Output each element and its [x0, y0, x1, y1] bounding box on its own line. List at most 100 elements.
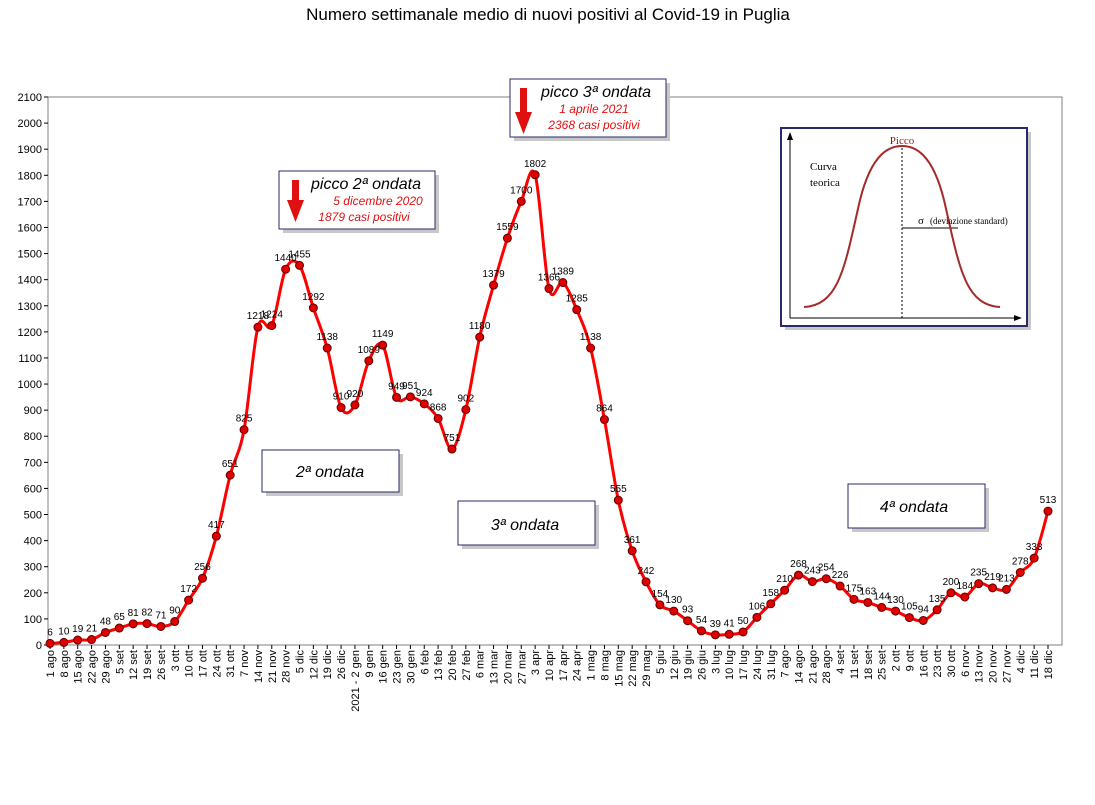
- x-tick-label: 13 mar: [489, 650, 501, 685]
- wave4-label: 4ª ondata: [880, 499, 948, 516]
- data-label: 243: [804, 566, 821, 577]
- data-label: 868: [430, 402, 447, 413]
- data-label: 278: [1012, 556, 1029, 567]
- wave3-label: 3ª ondata: [491, 517, 559, 534]
- data-point: [738, 627, 748, 637]
- data-label: 93: [682, 605, 694, 616]
- x-tick-label: 27 nov: [1001, 650, 1013, 684]
- x-tick-label: 16 ott: [918, 650, 930, 678]
- data-point: [45, 638, 55, 648]
- data-point: [988, 583, 998, 593]
- x-tick-label: 2 ott: [891, 650, 903, 671]
- x-tick-label: 12 dic: [308, 650, 320, 680]
- peak3-cases: 2368 casi positivi: [547, 118, 640, 132]
- data-label: 1455: [288, 249, 311, 260]
- data-label: 175: [846, 583, 863, 594]
- data-point: [530, 170, 540, 180]
- x-tick-label: 5 dic: [295, 650, 307, 674]
- data-point: [197, 573, 207, 583]
- wave3-box: 3ª ondata: [457, 500, 599, 549]
- x-tick-label: 1 ago: [45, 650, 57, 678]
- data-label: 1285: [566, 294, 589, 305]
- data-label: 39: [710, 619, 722, 630]
- data-label: 256: [194, 562, 211, 573]
- x-tick-label: 19 dic: [322, 650, 334, 680]
- data-label: 130: [887, 595, 904, 606]
- data-point: [239, 425, 249, 435]
- data-label: 135: [929, 594, 946, 605]
- data-point: [544, 284, 554, 294]
- y-tick-label: 2000: [18, 118, 42, 130]
- y-tick-label: 100: [24, 614, 42, 626]
- data-point: [128, 619, 138, 629]
- data-point: [960, 592, 970, 602]
- data-point: [863, 597, 873, 607]
- peak2-cases: 1879 casi positivi: [318, 210, 410, 224]
- x-tick-label: 13 nov: [974, 650, 986, 684]
- data-point: [114, 623, 124, 633]
- data-point: [780, 585, 790, 595]
- x-tick-label: 11 dic: [1029, 650, 1041, 679]
- x-tick-label: 18 set: [863, 650, 875, 680]
- x-tick-label: 19 giu: [683, 650, 695, 680]
- data-point: [807, 577, 817, 587]
- data-point: [849, 594, 859, 604]
- x-tick-label: 24 apr: [572, 650, 584, 682]
- x-tick-label: 21 ago: [807, 650, 819, 684]
- data-label: 82: [141, 608, 153, 619]
- x-tick-label: 19 set: [142, 650, 154, 680]
- data-point: [322, 343, 332, 353]
- y-tick-label: 1400: [18, 275, 42, 287]
- x-tick-label: 30 ott: [946, 650, 958, 678]
- data-label: 1379: [482, 269, 505, 280]
- data-point: [696, 626, 706, 636]
- peak2-title: picco 2ª ondata: [310, 176, 421, 193]
- data-label: 513: [1040, 495, 1057, 506]
- x-tick-label: 7 nov: [239, 650, 251, 677]
- data-label: 242: [638, 566, 655, 577]
- y-tick-label: 700: [24, 457, 42, 469]
- data-point: [433, 413, 443, 423]
- data-label: 910: [333, 392, 350, 403]
- x-tick-label: 17 ott: [197, 650, 209, 678]
- data-point: [641, 577, 651, 587]
- x-tick-label: 31 ott: [225, 650, 237, 678]
- data-label: 226: [832, 570, 849, 581]
- x-tick-label: 6 feb: [419, 650, 431, 674]
- data-label: 130: [665, 595, 682, 606]
- data-point: [516, 196, 526, 206]
- x-tick-label: 5 set: [114, 650, 126, 674]
- x-tick-label: 29 mag: [641, 650, 653, 687]
- inset-sigma-symbol: σ: [918, 215, 924, 227]
- data-point: [350, 400, 360, 410]
- y-tick-label: 500: [24, 510, 42, 522]
- data-label: 41: [724, 618, 736, 629]
- data-point: [613, 495, 623, 505]
- down-arrow-icon: [287, 180, 304, 222]
- data-label: 1292: [302, 292, 325, 303]
- data-point: [475, 332, 485, 342]
- y-axis: 0 100 200 300 400 500 600 700 800 900 1000 1100 1200…: [18, 92, 48, 652]
- x-tick-label: 3 apr: [530, 650, 542, 675]
- x-tick-label: 20 nov: [988, 650, 1000, 684]
- x-tick-label: 9 ott: [904, 650, 916, 671]
- x-tick-label: 20 mar: [502, 650, 514, 685]
- data-label: 1366: [538, 273, 561, 284]
- peak2-annotation: picco 2ª ondata 5 dicembre 2020 1879 cas…: [278, 170, 439, 233]
- x-tick-label: 15 mag: [613, 650, 625, 687]
- data-label: 154: [652, 589, 669, 600]
- x-tick-label: 2021 - 2 gen: [350, 650, 362, 712]
- data-label: 158: [762, 588, 779, 599]
- data-label: 54: [696, 615, 708, 626]
- data-point: [821, 574, 831, 584]
- y-tick-label: 300: [24, 562, 42, 574]
- data-point: [1029, 553, 1039, 563]
- x-tick-label: 31 lug: [766, 650, 778, 680]
- data-point: [184, 595, 194, 605]
- data-point: [683, 616, 693, 626]
- data-point: [558, 278, 568, 288]
- x-tick-label: 21 nov: [267, 650, 279, 684]
- data-point: [502, 233, 512, 243]
- data-point: [100, 627, 110, 637]
- inset-bell-curve: [803, 144, 1001, 308]
